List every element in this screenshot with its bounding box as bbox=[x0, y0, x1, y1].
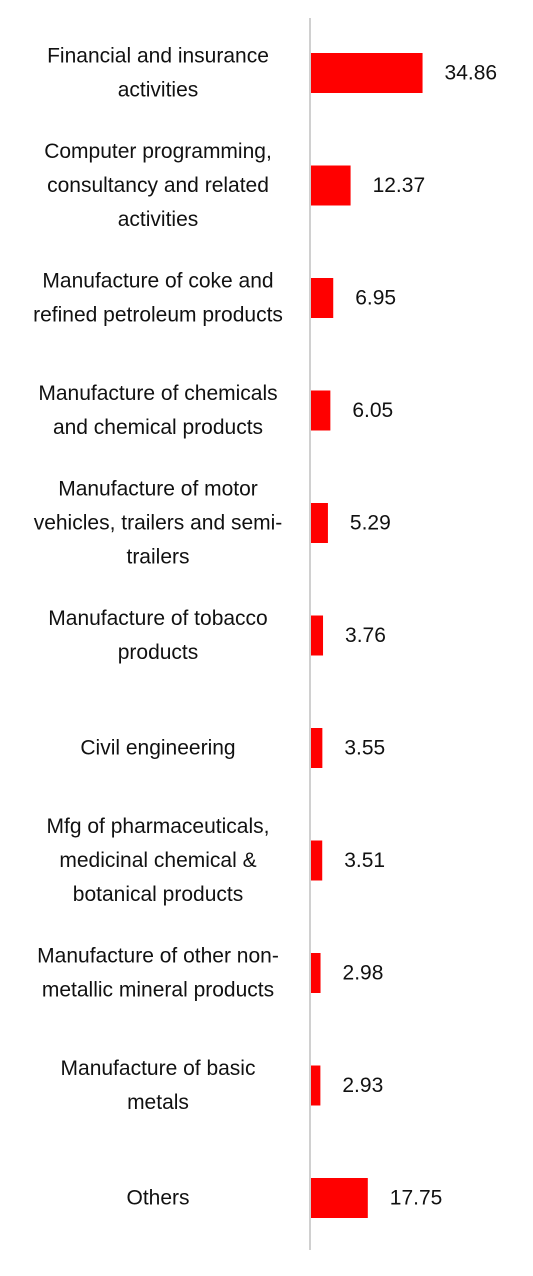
value-label-6: 3.55 bbox=[344, 737, 385, 760]
category-label-line: botanical products bbox=[73, 883, 243, 906]
value-label-1: 12.37 bbox=[373, 174, 426, 197]
category-label-line: Civil engineering bbox=[80, 737, 235, 760]
category-label-line: activities bbox=[118, 208, 199, 231]
category-label-3: Manufacture of chemicals and chemical pro… bbox=[38, 382, 277, 439]
category-labels-group: Financial and insurance activitiesCompute… bbox=[33, 45, 283, 1210]
category-label-8: Manufacture of other non-metallic minera… bbox=[37, 945, 279, 1002]
category-label-10: Others bbox=[126, 1187, 189, 1210]
value-label-10: 17.75 bbox=[390, 1187, 443, 1210]
category-label-4: Manufacture of motor vehicles, trailers a… bbox=[34, 478, 283, 569]
category-label-2: Manufacture of coke and refined petroleum… bbox=[33, 270, 283, 327]
bars-group bbox=[311, 53, 423, 1218]
bar-7 bbox=[311, 840, 323, 881]
category-label-line: refined petroleum products bbox=[33, 304, 283, 327]
category-label-5: Manufacture of tobacco products bbox=[48, 607, 267, 664]
bar-1 bbox=[311, 165, 351, 206]
value-labels-group: 34.86 12.37 6.95 6.05 5.29 3.76 3.55 3.51 2.98 2.… bbox=[342, 62, 497, 1210]
bar-2 bbox=[311, 278, 334, 318]
category-label-line: Mfg of pharmaceuticals, bbox=[47, 815, 270, 838]
category-label-line: Others bbox=[126, 1187, 189, 1210]
category-label-line: products bbox=[118, 641, 199, 664]
category-label-line: Manufacture of basic bbox=[61, 1057, 256, 1080]
category-label-line: medicinal chemical & bbox=[59, 849, 256, 872]
value-label-4: 5.29 bbox=[350, 512, 391, 535]
category-label-7: Mfg of pharmaceuticals, medicinal chemica… bbox=[47, 815, 270, 906]
category-label-0: Financial and insurance activities bbox=[47, 45, 269, 102]
category-label-line: trailers bbox=[126, 546, 189, 569]
value-label-7: 3.51 bbox=[344, 849, 385, 872]
category-label-line: Computer programming, bbox=[44, 140, 272, 163]
bar-9 bbox=[311, 1065, 321, 1106]
value-label-5: 3.76 bbox=[345, 624, 386, 647]
category-label-line: consultancy and related bbox=[47, 174, 269, 197]
category-label-line: Manufacture of chemicals bbox=[38, 382, 277, 405]
value-label-9: 2.93 bbox=[342, 1074, 383, 1097]
category-label-line: metals bbox=[127, 1091, 189, 1114]
category-label-line: and chemical products bbox=[53, 416, 263, 439]
bar-5 bbox=[311, 615, 324, 656]
category-label-6: Civil engineering bbox=[80, 737, 235, 760]
category-label-1: Computer programming, consultancy and rel… bbox=[44, 140, 272, 231]
category-label-line: Manufacture of other non- bbox=[37, 945, 279, 968]
category-label-line: Manufacture of tobacco bbox=[48, 607, 267, 630]
category-label-line: vehicles, trailers and semi- bbox=[34, 512, 283, 535]
bar-10 bbox=[311, 1178, 368, 1218]
bar-6 bbox=[311, 728, 323, 768]
value-label-3: 6.05 bbox=[352, 399, 393, 422]
category-label-line: Manufacture of motor bbox=[58, 478, 258, 501]
bar-3 bbox=[311, 390, 331, 431]
value-label-8: 2.98 bbox=[343, 962, 384, 985]
category-label-line: metallic mineral products bbox=[42, 979, 274, 1002]
value-label-0: 34.86 bbox=[445, 62, 498, 85]
value-label-2: 6.95 bbox=[355, 287, 396, 310]
category-label-line: activities bbox=[118, 79, 199, 102]
category-label-line: Manufacture of coke and bbox=[42, 270, 273, 293]
bar-0 bbox=[311, 53, 423, 93]
bar-8 bbox=[311, 953, 321, 993]
bar-4 bbox=[311, 503, 328, 543]
category-label-9: Manufacture of basic metals bbox=[61, 1057, 256, 1114]
category-label-line: Financial and insurance bbox=[47, 45, 269, 68]
